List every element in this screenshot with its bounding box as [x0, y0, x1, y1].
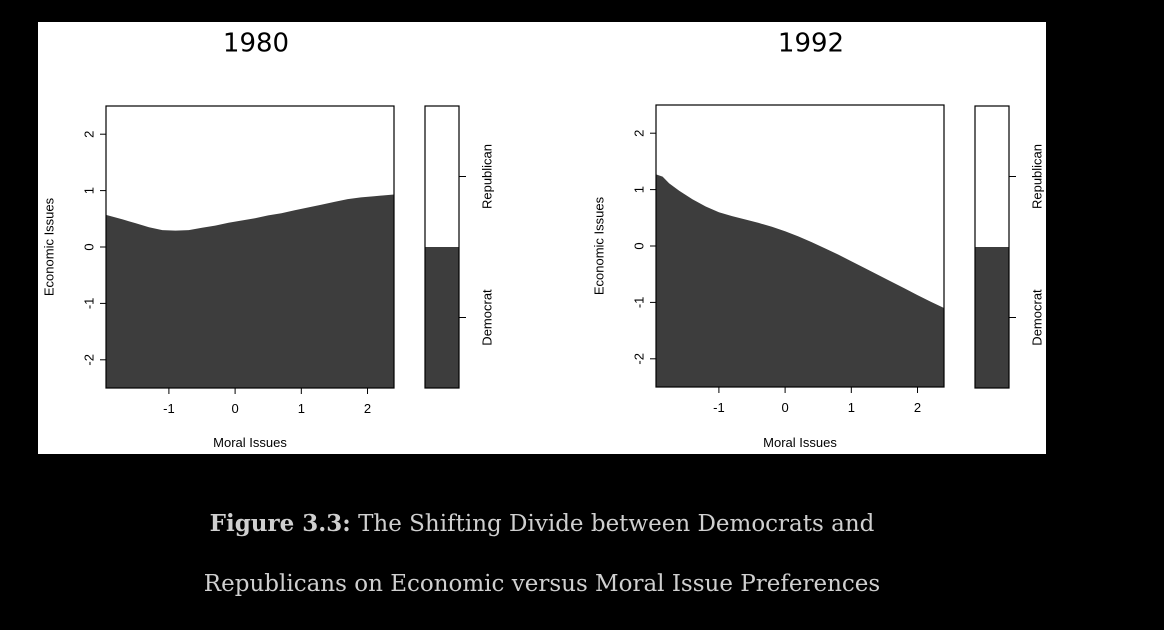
figure-caption: Figure 3.3: The Shifting Divide between …	[0, 494, 1084, 614]
panel-1980-xtick-label: 0	[231, 401, 238, 416]
panel-1992-ytick-label: -2	[631, 353, 646, 365]
panel-1980-y-axis-label: Economic Issues	[41, 197, 56, 296]
caption-line-1: Figure 3.3: The Shifting Divide between …	[0, 494, 1084, 554]
panel-1992-ytick-label: 2	[631, 130, 646, 137]
caption-line-2: Republicans on Economic versus Moral Iss…	[203, 571, 881, 597]
panel-1992-xtick-label: 0	[781, 400, 788, 415]
panel-1992-ytick-label: 1	[631, 186, 646, 193]
figure-panel: 1980 -1 0 1 2 -2 -1 0 1 2 Moral Issues Economic Iss…	[38, 22, 1046, 454]
panel-1980-ytick-label: 2	[81, 131, 96, 138]
panel-1980-ytick-label: -1	[81, 298, 96, 310]
panel-1992-y-axis-label: Economic Issues	[591, 196, 606, 295]
panel-1992-x-axis-label: Moral Issues	[763, 435, 837, 450]
panel-1992-legend-democrat-label: Democrat	[1029, 289, 1044, 346]
panel-1980-legend-republican-swatch	[425, 106, 459, 247]
panel-1980-title: 1980	[223, 29, 289, 59]
caption-label: Figure 3.3:	[209, 510, 351, 537]
panel-1980-xtick-label: 2	[364, 401, 371, 416]
panel-1980-ytick-label: -2	[81, 354, 96, 366]
panel-1992-legend-republican-label: Republican	[1029, 144, 1044, 209]
panel-1980-democrat-area	[106, 194, 394, 388]
panel-1992-legend-republican-swatch	[975, 106, 1009, 247]
panel-1980-ytick-label: 1	[81, 187, 96, 194]
figure-chart: 1980 -1 0 1 2 -2 -1 0 1 2 Moral Issues Economic Iss…	[41, 29, 1044, 451]
panel-1980-x-axis-label: Moral Issues	[213, 435, 287, 450]
panel-1980-ytick-label: 0	[81, 243, 96, 250]
panel-1980-legend-democrat-label: Democrat	[479, 289, 494, 346]
panel-1980-legend-democrat-swatch	[425, 247, 459, 388]
caption-title-part-1: The Shifting Divide between Democrats an…	[350, 511, 875, 537]
panel-1992-title: 1992	[778, 29, 844, 59]
panel-1992-ytick-label: -1	[631, 297, 646, 309]
panel-1980-legend-frame	[424, 105, 460, 389]
panel-1992-ytick-label: 0	[631, 242, 646, 249]
panel-1992-xtick-label: -1	[713, 400, 725, 415]
panel-1992-legend-frame	[974, 105, 1010, 389]
panel-1992-xtick-label: 1	[848, 400, 855, 415]
panel-1992-legend-democrat-swatch	[975, 247, 1009, 388]
panel-1992-xtick-label: 2	[914, 400, 921, 415]
panel-1980-legend-republican-label: Republican	[479, 144, 494, 209]
panel-1992-democrat-area	[656, 174, 944, 387]
panel-1980-xtick-label: -1	[163, 401, 175, 416]
panel-1980-xtick-label: 1	[298, 401, 305, 416]
